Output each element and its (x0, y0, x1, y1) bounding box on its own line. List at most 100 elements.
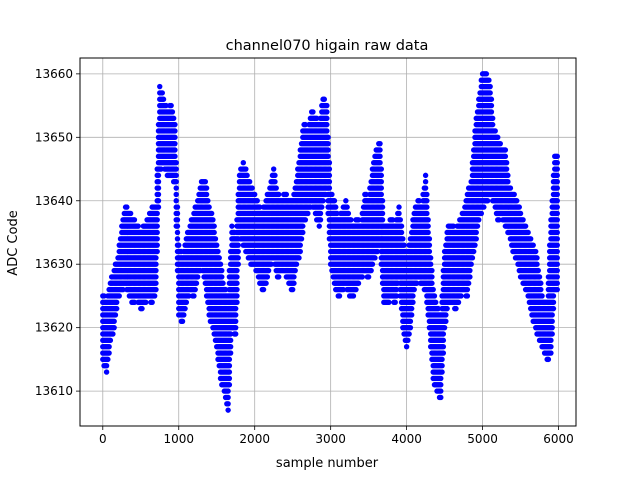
data-point (407, 324, 414, 331)
data-point (227, 331, 234, 337)
data-point (439, 356, 445, 363)
data-point (340, 286, 347, 293)
data-point (172, 147, 178, 153)
data-point (103, 369, 110, 375)
data-point (329, 191, 335, 198)
data-point (211, 229, 217, 236)
data-point (172, 140, 178, 147)
x-tick-label: 6000 (543, 432, 574, 446)
data-point (517, 210, 524, 217)
data-point (467, 274, 473, 280)
data-point (252, 191, 258, 198)
data-point (554, 274, 560, 280)
data-point (554, 286, 560, 293)
data-point (483, 71, 490, 77)
data-point (481, 204, 487, 210)
data-point (298, 236, 305, 242)
data-point (469, 255, 476, 261)
data-point (492, 128, 498, 134)
data-point (291, 274, 297, 280)
data-point (554, 267, 560, 274)
data-point (316, 223, 322, 229)
data-point (114, 299, 120, 305)
data-point (292, 267, 298, 274)
data-point (173, 172, 179, 179)
data-point (226, 356, 233, 363)
data-point (486, 77, 492, 83)
data-point (378, 179, 384, 185)
data-point (173, 191, 179, 198)
data-point (502, 153, 509, 160)
data-point (405, 337, 411, 344)
data-point (160, 96, 167, 102)
data-point (429, 267, 435, 274)
data-point (429, 274, 435, 280)
data-point (478, 210, 485, 217)
data-point (545, 356, 552, 363)
data-point (408, 305, 415, 312)
data-point (487, 83, 493, 90)
data-point (174, 236, 181, 242)
data-point (422, 185, 429, 191)
data-point (243, 166, 249, 172)
plot-area: 0 1000 2000 3000 4000 5000 6000136101362013630… (35, 57, 577, 446)
data-point (455, 299, 462, 305)
data-point (234, 299, 240, 305)
data-point (368, 267, 374, 274)
data-point (173, 198, 179, 204)
data-point (426, 236, 433, 242)
data-point (131, 299, 138, 305)
data-point (249, 185, 255, 191)
data-point (273, 185, 279, 191)
data-point (554, 198, 560, 204)
data-point (151, 293, 158, 299)
data-point (195, 274, 201, 280)
data-point (174, 217, 181, 223)
data-point (208, 210, 215, 217)
data-point (222, 286, 229, 293)
data-point (378, 191, 384, 198)
data-point (534, 261, 540, 267)
data-point (377, 159, 383, 166)
data-point (554, 242, 560, 248)
data-point (424, 191, 430, 198)
data-point (324, 121, 330, 128)
data-point (554, 236, 560, 242)
data-point (202, 179, 209, 185)
data-point (438, 388, 444, 394)
data-point (465, 280, 472, 286)
data-point (159, 90, 165, 96)
chart-title: channel070 higain raw data (226, 38, 429, 54)
data-point (155, 179, 162, 185)
data-point (324, 115, 330, 121)
data-point (297, 242, 303, 248)
data-point (431, 293, 438, 299)
data-point (182, 305, 188, 312)
data-point (325, 147, 331, 153)
data-point (548, 350, 554, 356)
data-point (215, 248, 221, 255)
data-point (257, 204, 263, 210)
data-point (355, 280, 362, 286)
data-point (520, 217, 526, 223)
data-point (424, 210, 430, 217)
data-point (438, 382, 444, 388)
data-point (105, 356, 111, 363)
data-point (172, 128, 178, 134)
data-point (314, 115, 320, 121)
data-point (154, 217, 160, 223)
data-point (240, 159, 247, 166)
data-point (487, 90, 493, 96)
data-point (114, 305, 120, 312)
data-point (473, 229, 479, 236)
data-point (227, 350, 234, 356)
data-point (401, 242, 407, 248)
data-point (464, 286, 471, 293)
data-point (172, 121, 178, 128)
data-point (472, 242, 478, 248)
data-point (488, 109, 495, 115)
data-point (173, 185, 179, 191)
data-point (554, 255, 560, 261)
data-point (429, 280, 435, 286)
